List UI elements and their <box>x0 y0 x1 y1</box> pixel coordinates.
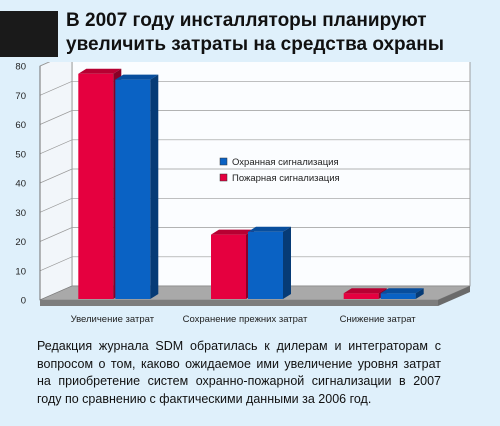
legend-swatch <box>219 173 228 182</box>
bar-top <box>211 229 254 235</box>
bar-side <box>415 288 424 299</box>
title-accent-bar <box>0 11 58 57</box>
bar <box>380 288 424 299</box>
chart-bars <box>78 68 424 299</box>
bar-top <box>248 226 291 232</box>
legend-label: Охранная сигнализация <box>232 157 339 168</box>
caption-text: Редакция журнала SDM обратилась к дилера… <box>37 339 441 406</box>
gridline <box>39 197 470 213</box>
bar-top <box>380 288 424 294</box>
chart-walls <box>39 62 471 301</box>
bar <box>343 288 387 299</box>
bar-front <box>248 231 283 299</box>
chart-title: В 2007 году инсталляторы планируют увели… <box>66 10 444 55</box>
bar-side <box>150 74 159 299</box>
y-tick-label: 60 <box>15 120 26 131</box>
gridline <box>39 168 470 184</box>
bar <box>211 229 254 299</box>
gridline <box>39 139 470 155</box>
bar-front <box>78 73 114 299</box>
bar-chart: 0 10 20 30 40 50 60 70 80 Увеличение затрат Сохра… <box>15 62 471 325</box>
gridline <box>39 80 470 96</box>
x-axis: Увеличение затрат Сохранение прежних затр… <box>71 314 417 325</box>
x-tick-label: Сохранение прежних затрат <box>183 314 308 325</box>
y-tick-label: 80 <box>15 62 26 73</box>
floor-side <box>438 286 470 306</box>
y-tick-label: 0 <box>21 296 26 307</box>
y-tick-label: 40 <box>15 179 26 190</box>
bar-front <box>211 234 246 299</box>
y-tick-label: 70 <box>15 91 26 102</box>
y-tick-label: 50 <box>15 149 26 160</box>
chart-legend: Охранная сигнализация Пожарная сигнализац… <box>219 157 340 184</box>
bar <box>248 226 291 299</box>
bar <box>115 74 159 299</box>
x-tick-label: Снижение затрат <box>340 314 417 325</box>
gridline <box>39 227 470 242</box>
bar-front <box>115 79 151 299</box>
y-axis: 0 10 20 30 40 50 60 70 80 <box>15 62 41 307</box>
legend-label: Пожарная сигнализация <box>232 173 340 184</box>
bar-top <box>115 74 159 80</box>
legend-swatch <box>219 157 228 166</box>
bar-front <box>343 293 379 299</box>
bar-front <box>380 293 416 299</box>
bar-top <box>343 288 387 294</box>
y-tick-label: 30 <box>15 208 26 219</box>
gridline <box>39 256 470 272</box>
bar-side <box>283 226 291 299</box>
bar-top <box>78 68 122 74</box>
y-tick-label: 20 <box>15 237 26 248</box>
gridline <box>39 110 470 125</box>
x-tick-label: Увеличение затрат <box>71 314 155 325</box>
bar <box>78 68 122 299</box>
floor-front <box>40 300 438 306</box>
y-tick-label: 10 <box>15 266 26 277</box>
